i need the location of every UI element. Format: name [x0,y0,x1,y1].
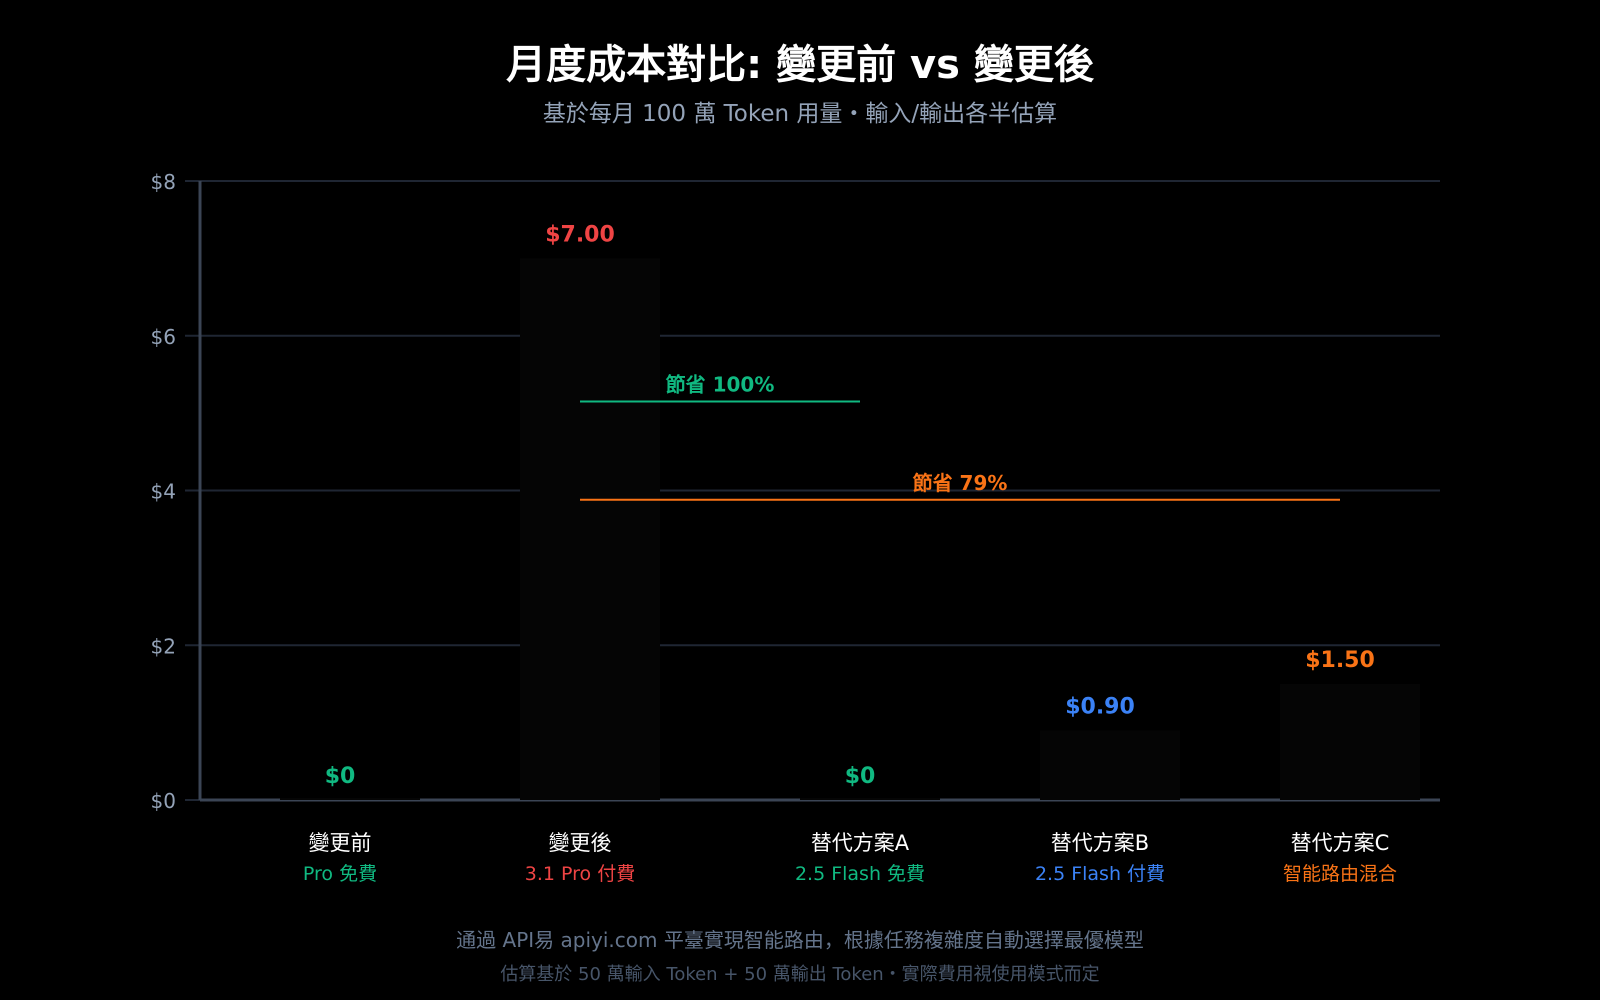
bar-value-label: $7.00 [545,222,615,247]
bar [280,798,420,800]
chart-title: 月度成本對比: 變更前 vs 變更後 [506,42,1094,88]
y-tick-label: $2 [151,634,176,658]
y-tick-label: $4 [151,480,176,504]
footer-disclaimer: 估算基於 50 萬輸入 Token + 50 萬輸出 Token・實際費用視使用… [500,964,1100,985]
x-category-label: 替代方案A [811,831,910,855]
bar [520,258,660,800]
x-category-label: 變更前 [309,831,372,855]
y-tick-label: $6 [151,325,176,349]
savings-label: 節省 100% [666,373,775,397]
bar [1280,683,1420,800]
chart-subtitle: 基於每月 100 萬 Token 用量・輸入/輸出各半估算 [542,101,1058,127]
bar-value-label: $0 [845,764,876,789]
x-category-label: 替代方案C [1291,831,1390,855]
bar [800,798,940,800]
x-category-sublabel: Pro 免費 [303,863,377,885]
bar [1040,730,1180,800]
y-tick-label: $0 [151,789,176,813]
bar-value-label: $0.90 [1065,694,1135,719]
y-tick-label: $8 [151,170,176,194]
bar-value-label: $1.50 [1305,648,1375,673]
footer-note: 通過 API易 apiyi.com 平臺實現智能路由，根據任務複雜度自動選擇最優… [456,928,1144,952]
x-category-label: 替代方案B [1051,831,1149,855]
savings-label: 節省 79% [913,471,1008,495]
x-category-label: 變更後 [549,831,612,855]
bar-value-label: $0 [325,764,356,789]
x-category-sublabel: 智能路由混合 [1283,863,1397,885]
x-category-sublabel: 2.5 Flash 付費 [1035,863,1165,885]
x-category-sublabel: 2.5 Flash 免費 [795,863,925,885]
x-category-sublabel: 3.1 Pro 付費 [525,863,635,885]
